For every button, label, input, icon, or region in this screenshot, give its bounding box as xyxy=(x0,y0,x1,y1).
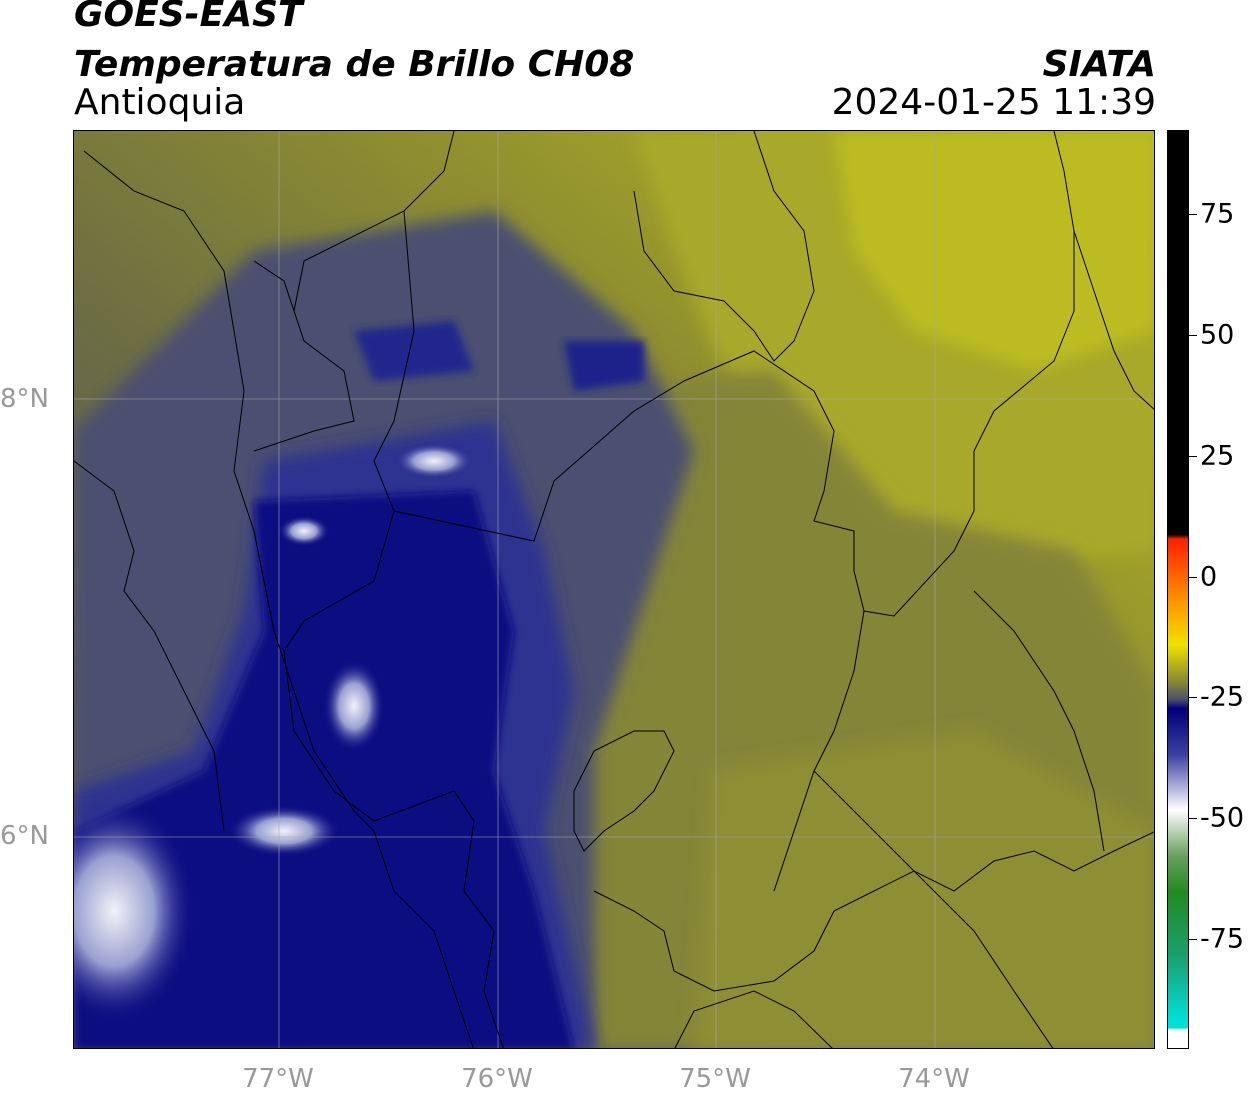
title-line1: GOES-EAST xyxy=(74,0,303,35)
cold-top-5 xyxy=(279,516,329,546)
colorbar-tick xyxy=(1189,577,1197,578)
region-label: Antioquia xyxy=(74,82,246,123)
graticule xyxy=(74,131,1154,1048)
olive-region-2 xyxy=(694,731,1154,1048)
colorbar-tick xyxy=(1189,697,1197,698)
lon-label-76w: 76°W xyxy=(461,1064,533,1094)
satellite-map[interactable] xyxy=(73,130,1155,1049)
title-line2: Temperatura de Brillo CH08 xyxy=(74,44,635,85)
colorbar-tick xyxy=(1189,818,1197,819)
colorbar-label-25: 25 xyxy=(1200,440,1235,472)
cold-top-3 xyxy=(324,661,384,751)
colorbar-tick xyxy=(1189,214,1197,215)
lon-label-75w: 75°W xyxy=(679,1064,751,1094)
colorbar xyxy=(1167,130,1189,1049)
colorbar-label-neg75: -75 xyxy=(1200,923,1245,955)
colorbar-tick xyxy=(1189,939,1197,940)
colorbar-label-neg50: -50 xyxy=(1200,802,1245,834)
datetime-label: 2024-01-25 11:39 xyxy=(831,82,1156,123)
colorbar-tick xyxy=(1189,335,1197,336)
colorbar-tick xyxy=(1189,456,1197,457)
colorbar-label-50: 50 xyxy=(1200,319,1235,351)
admin-boundaries xyxy=(74,131,1154,1048)
lon-label-74w: 74°W xyxy=(898,1064,970,1094)
organization-label: SIATA xyxy=(1042,44,1156,85)
cloud-cell-1 xyxy=(354,321,474,381)
lat-label-8n: 8°N xyxy=(0,384,49,414)
lat-label-6n: 6°N xyxy=(0,821,49,851)
colorbar-label-0: 0 xyxy=(1200,561,1218,593)
cold-top-1 xyxy=(74,801,194,1021)
cloud-cell-2 xyxy=(564,341,644,391)
map-canvas xyxy=(74,131,1154,1048)
cold-top-4 xyxy=(394,443,474,479)
colorbar-label-75: 75 xyxy=(1200,198,1235,230)
deep-cloud xyxy=(74,491,574,1048)
lon-label-77w: 77°W xyxy=(242,1064,314,1094)
colorbar-label-neg25: -25 xyxy=(1200,681,1245,713)
cold-top-2 xyxy=(229,806,339,856)
